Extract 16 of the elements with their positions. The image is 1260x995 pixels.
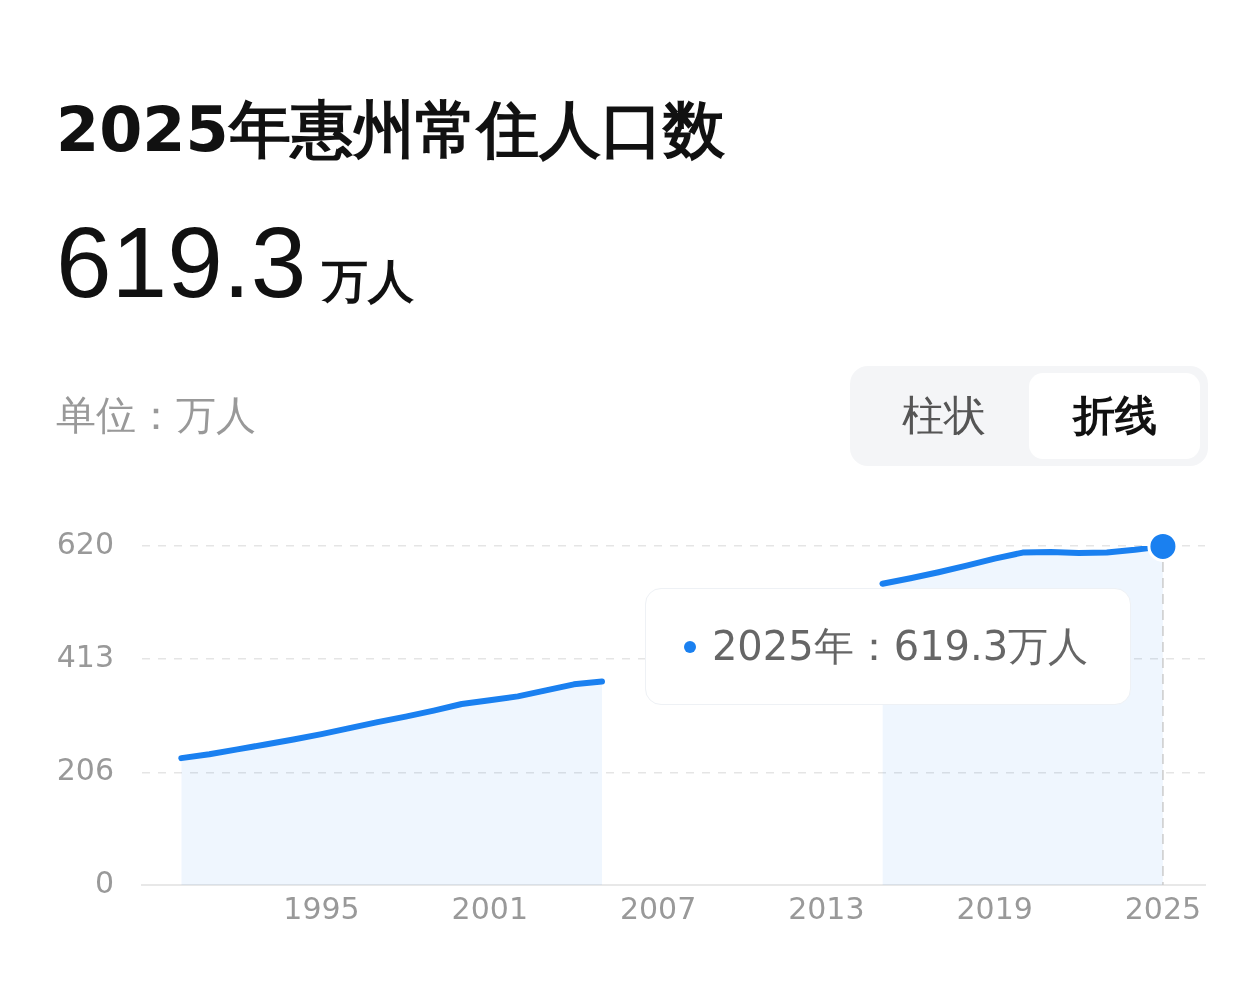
y-tick-label: 413 <box>56 638 114 674</box>
x-tick-label: 2013 <box>788 890 865 926</box>
y-tick-label: 620 <box>56 525 114 561</box>
text: 折线 <box>1029 373 1200 459</box>
x-tick-label: 2001 <box>451 890 528 926</box>
x-tick-label: 1995 <box>283 890 360 926</box>
text: 单位：万人 <box>56 391 256 440</box>
x-tick-label: 2019 <box>956 890 1033 926</box>
text: 柱状 <box>900 390 987 442</box>
chart-title: 2025年惠州常住人口数 <box>56 92 725 168</box>
x-tick-label: 2007 <box>619 890 697 926</box>
annotation: 2025年：619.3万人 <box>711 622 1089 672</box>
y-tick-label: 0 <box>94 864 114 900</box>
y-tick-label: 206 <box>56 752 114 788</box>
chart-subtitle: 619.3 万人 <box>56 206 415 318</box>
x-tick-label: 2025 <box>1124 890 1202 926</box>
